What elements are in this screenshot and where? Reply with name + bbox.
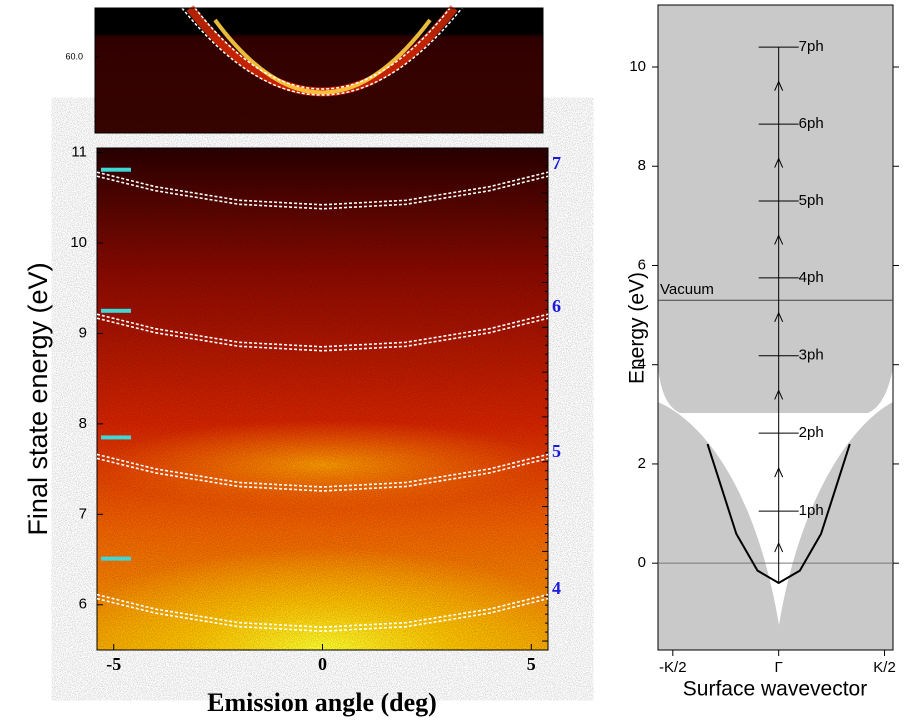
x-tick-label: -K/2 — [659, 659, 687, 676]
photon-label: 3ph — [799, 347, 824, 364]
y-tick-label: 10 — [70, 234, 87, 251]
order-label: 6 — [552, 296, 561, 316]
y-axis-title: Energy (eV) — [626, 272, 649, 384]
heatmap-panel — [96, 147, 549, 651]
order-label: 5 — [552, 441, 561, 461]
inset-frame — [94, 7, 544, 134]
y-tick-label: 10 — [629, 58, 646, 75]
band-gap-region — [658, 368, 893, 625]
dispersion-curve — [96, 593, 549, 628]
y-tick-label: 11 — [71, 143, 87, 160]
photon-label: 6ph — [799, 115, 824, 132]
inset-dispersion — [194, 7, 451, 90]
y-axis-title: Final state energy (eV) — [23, 262, 53, 535]
arrow-head — [774, 389, 784, 400]
x-tick-label: K/2 — [873, 659, 896, 676]
photon-label: 5ph — [799, 192, 824, 209]
x-axis-title: Surface wavevector — [683, 678, 867, 701]
arrow-head — [774, 541, 784, 553]
y-tick-label: 60.0 — [65, 51, 83, 61]
photon-label: 2ph — [799, 424, 824, 441]
y-tick-label: 8 — [79, 415, 87, 432]
x-tick-label: 0 — [318, 654, 327, 674]
inset-intensity — [213, 18, 432, 95]
order-label: 7 — [552, 153, 561, 173]
x-tick-label: 5 — [527, 654, 536, 674]
dispersion-curve — [96, 317, 549, 352]
order-label: 4 — [552, 578, 561, 598]
y-tick-label: 6 — [79, 596, 87, 613]
y-tick-label: 9 — [79, 324, 87, 341]
arrow-head — [774, 157, 784, 168]
x-tick-label: Γ — [775, 659, 783, 676]
y-tick-label: 2 — [638, 455, 646, 472]
y-tick-label: 6 — [638, 256, 646, 273]
dispersion-curve — [96, 313, 549, 348]
band-frame — [657, 4, 894, 651]
arrow-head — [774, 311, 784, 323]
level-marker — [101, 556, 131, 561]
dispersion-curve — [96, 597, 549, 632]
dispersion-curve — [96, 171, 549, 206]
y-tick-label: 4 — [638, 356, 646, 373]
arrow-head — [774, 80, 784, 91]
photon-label: 1ph — [799, 502, 824, 519]
dispersion-curve — [96, 457, 549, 492]
heatmap-noise — [97, 148, 548, 650]
y-tick-label: 8 — [638, 157, 646, 174]
level-marker — [101, 308, 131, 313]
level-marker — [101, 167, 131, 172]
y-tick-label: 0 — [638, 554, 646, 571]
arrow-head — [774, 234, 784, 245]
inset-background — [95, 8, 543, 133]
inset-panel — [94, 5, 544, 134]
band-panel — [657, 4, 894, 651]
dispersion-curve — [96, 453, 549, 488]
vacuum-label: Vacuum — [660, 281, 714, 298]
level-marker — [101, 435, 131, 440]
dispersion-curve — [96, 175, 549, 210]
x-tick-label: -5 — [106, 654, 121, 674]
x-axis-title: Emission angle (deg) — [207, 688, 437, 717]
photon-label: 7ph — [799, 38, 824, 55]
y-tick-label: 7 — [79, 505, 87, 522]
arrow-head — [774, 466, 784, 478]
photon-label: 4ph — [799, 269, 824, 286]
inset-dispersion — [181, 7, 463, 96]
